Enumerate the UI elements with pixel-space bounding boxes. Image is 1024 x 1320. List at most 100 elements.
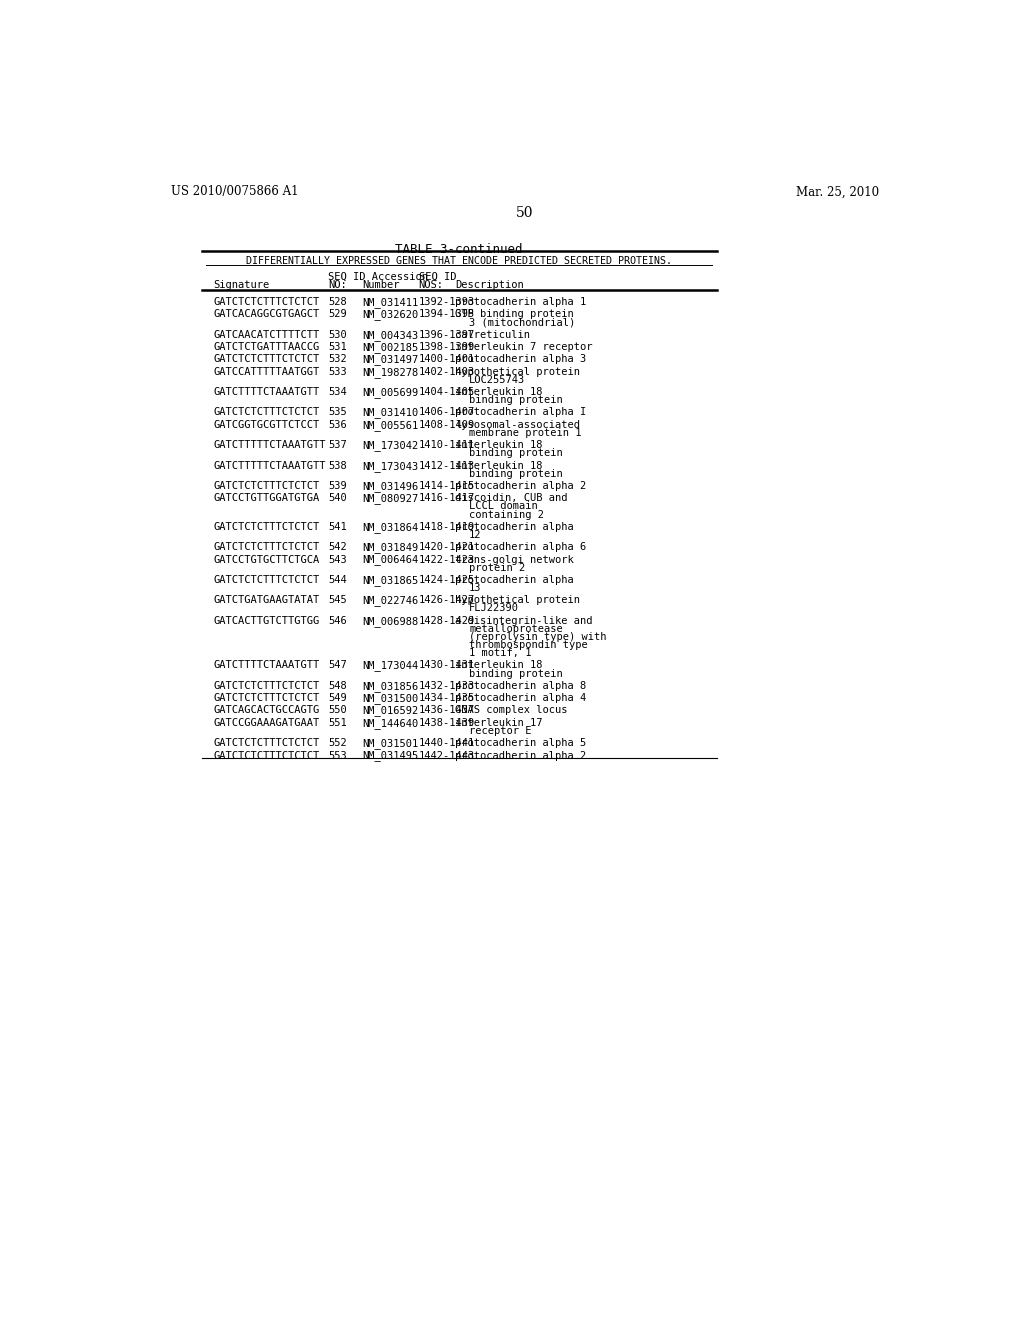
Text: 1430-1431: 1430-1431 (419, 660, 475, 671)
Text: 537: 537 (328, 441, 347, 450)
Text: 1440-1441: 1440-1441 (419, 738, 475, 748)
Text: thrombospondin type: thrombospondin type (469, 640, 588, 649)
Text: NM_022746: NM_022746 (362, 595, 418, 606)
Text: 543: 543 (328, 554, 347, 565)
Text: GATCTCTCTTTCTCTCT: GATCTCTCTTTCTCTCT (213, 480, 319, 491)
Text: NM_006988: NM_006988 (362, 615, 418, 627)
Text: (reprolysin type) with: (reprolysin type) with (469, 632, 606, 642)
Text: NM_173043: NM_173043 (362, 461, 418, 471)
Text: 1438-1439: 1438-1439 (419, 718, 475, 727)
Text: 1396-1397: 1396-1397 (419, 330, 475, 339)
Text: receptor E: receptor E (469, 726, 531, 735)
Text: NM_173042: NM_173042 (362, 441, 418, 451)
Text: NM_005699: NM_005699 (362, 387, 418, 399)
Text: 533: 533 (328, 367, 347, 376)
Text: NM_031500: NM_031500 (362, 693, 418, 704)
Text: NM_031497: NM_031497 (362, 354, 418, 366)
Text: discoidin, CUB and: discoidin, CUB and (455, 494, 567, 503)
Text: 542: 542 (328, 543, 347, 552)
Text: 50: 50 (516, 206, 534, 220)
Text: 1412-1413: 1412-1413 (419, 461, 475, 471)
Text: protocadherin alpha I: protocadherin alpha I (455, 408, 587, 417)
Text: NM_031501: NM_031501 (362, 738, 418, 750)
Text: Signature: Signature (213, 280, 269, 290)
Text: 534: 534 (328, 387, 347, 397)
Text: GATCAACATCTTTTCTT: GATCAACATCTTTTCTT (213, 330, 319, 339)
Text: 540: 540 (328, 494, 347, 503)
Text: 1400-1401: 1400-1401 (419, 354, 475, 364)
Text: binding protein: binding protein (469, 395, 563, 405)
Text: 1434-1435: 1434-1435 (419, 693, 475, 704)
Text: LCCL domain: LCCL domain (469, 502, 538, 511)
Text: 551: 551 (328, 718, 347, 727)
Text: US 2010/0075866 A1: US 2010/0075866 A1 (171, 185, 298, 198)
Text: 1432-1433: 1432-1433 (419, 681, 475, 690)
Text: 1416-1417: 1416-1417 (419, 494, 475, 503)
Text: protocadherin alpha 2: protocadherin alpha 2 (455, 751, 587, 760)
Text: calreticulin: calreticulin (455, 330, 530, 339)
Text: 552: 552 (328, 738, 347, 748)
Text: binding protein: binding protein (469, 668, 563, 678)
Text: GATCTTTTCTAAATGTT: GATCTTTTCTAAATGTT (213, 660, 319, 671)
Text: containing 2: containing 2 (469, 510, 544, 520)
Text: GATCCATTTTTAATGGT: GATCCATTTTTAATGGT (213, 367, 319, 376)
Text: NM_173044: NM_173044 (362, 660, 418, 672)
Text: 1394-1395: 1394-1395 (419, 309, 475, 319)
Text: Mar. 25, 2010: Mar. 25, 2010 (796, 185, 879, 198)
Text: NM_031849: NM_031849 (362, 543, 418, 553)
Text: protocadherin alpha: protocadherin alpha (455, 521, 573, 532)
Text: TABLE 3-continued: TABLE 3-continued (395, 243, 522, 256)
Text: 553: 553 (328, 751, 347, 760)
Text: GATCTCTCTTTCTCTCT: GATCTCTCTTTCTCTCT (213, 543, 319, 552)
Text: 1420-1421: 1420-1421 (419, 543, 475, 552)
Text: 544: 544 (328, 576, 347, 585)
Text: NM_031410: NM_031410 (362, 408, 418, 418)
Text: GATCTTTTTCTAAATGTT: GATCTTTTTCTAAATGTT (213, 461, 326, 471)
Text: protein 2: protein 2 (469, 562, 525, 573)
Text: binding protein: binding protein (469, 449, 563, 458)
Text: GATCTCTCTTTCTCTCT: GATCTCTCTTTCTCTCT (213, 408, 319, 417)
Text: membrane protein 1: membrane protein 1 (469, 428, 582, 438)
Text: GATCTCTCTTTCTCTCT: GATCTCTCTTTCTCTCT (213, 738, 319, 748)
Text: LOC255743: LOC255743 (469, 375, 525, 384)
Text: GTP binding protein: GTP binding protein (455, 309, 573, 319)
Text: 546: 546 (328, 615, 347, 626)
Text: 1442-1443: 1442-1443 (419, 751, 475, 760)
Text: GATCTCTCTTTCTCTCT: GATCTCTCTTTCTCTCT (213, 751, 319, 760)
Text: 539: 539 (328, 480, 347, 491)
Text: metalloprotease: metalloprotease (469, 624, 563, 634)
Text: GATCTTTTTCTAAATGTT: GATCTTTTTCTAAATGTT (213, 441, 326, 450)
Text: NM_005561: NM_005561 (362, 420, 418, 430)
Text: protocadherin alpha 8: protocadherin alpha 8 (455, 681, 587, 690)
Text: NM_031864: NM_031864 (362, 521, 418, 533)
Text: 541: 541 (328, 521, 347, 532)
Text: 545: 545 (328, 595, 347, 606)
Text: GATCTCTCTTTCTCTCT: GATCTCTCTTTCTCTCT (213, 681, 319, 690)
Text: GATCTCTGATTTAACCG: GATCTCTGATTTAACCG (213, 342, 319, 352)
Text: GATCTCTCTTTCTCTCT: GATCTCTCTTTCTCTCT (213, 576, 319, 585)
Text: NM_198278: NM_198278 (362, 367, 418, 378)
Text: DIFFERENTIALLY EXPRESSED GENES THAT ENCODE PREDICTED SECRETED PROTEINS.: DIFFERENTIALLY EXPRESSED GENES THAT ENCO… (246, 256, 672, 267)
Text: 1404-1405: 1404-1405 (419, 387, 475, 397)
Text: 538: 538 (328, 461, 347, 471)
Text: protocadherin alpha 6: protocadherin alpha 6 (455, 543, 587, 552)
Text: 549: 549 (328, 693, 347, 704)
Text: 1398-1399: 1398-1399 (419, 342, 475, 352)
Text: 1436-1437: 1436-1437 (419, 705, 475, 715)
Text: GATCCGGAAAGATGAAT: GATCCGGAAAGATGAAT (213, 718, 319, 727)
Text: 535: 535 (328, 408, 347, 417)
Text: protocadherin alpha 2: protocadherin alpha 2 (455, 480, 587, 491)
Text: GATCGGTGCGTTCTCCT: GATCGGTGCGTTCTCCT (213, 420, 319, 430)
Text: interleukin 18: interleukin 18 (455, 387, 543, 397)
Text: 1406-1407: 1406-1407 (419, 408, 475, 417)
Text: SEQ ID: SEQ ID (419, 272, 456, 281)
Text: Description: Description (455, 280, 524, 290)
Text: GNAS complex locus: GNAS complex locus (455, 705, 567, 715)
Text: SEQ ID Accession: SEQ ID Accession (328, 272, 428, 281)
Text: 1408-1409: 1408-1409 (419, 420, 475, 430)
Text: protocadherin alpha 5: protocadherin alpha 5 (455, 738, 587, 748)
Text: NM_031856: NM_031856 (362, 681, 418, 692)
Text: GATCCTGTTGGATGTGA: GATCCTGTTGGATGTGA (213, 494, 319, 503)
Text: 536: 536 (328, 420, 347, 430)
Text: hypothetical protein: hypothetical protein (455, 595, 580, 606)
